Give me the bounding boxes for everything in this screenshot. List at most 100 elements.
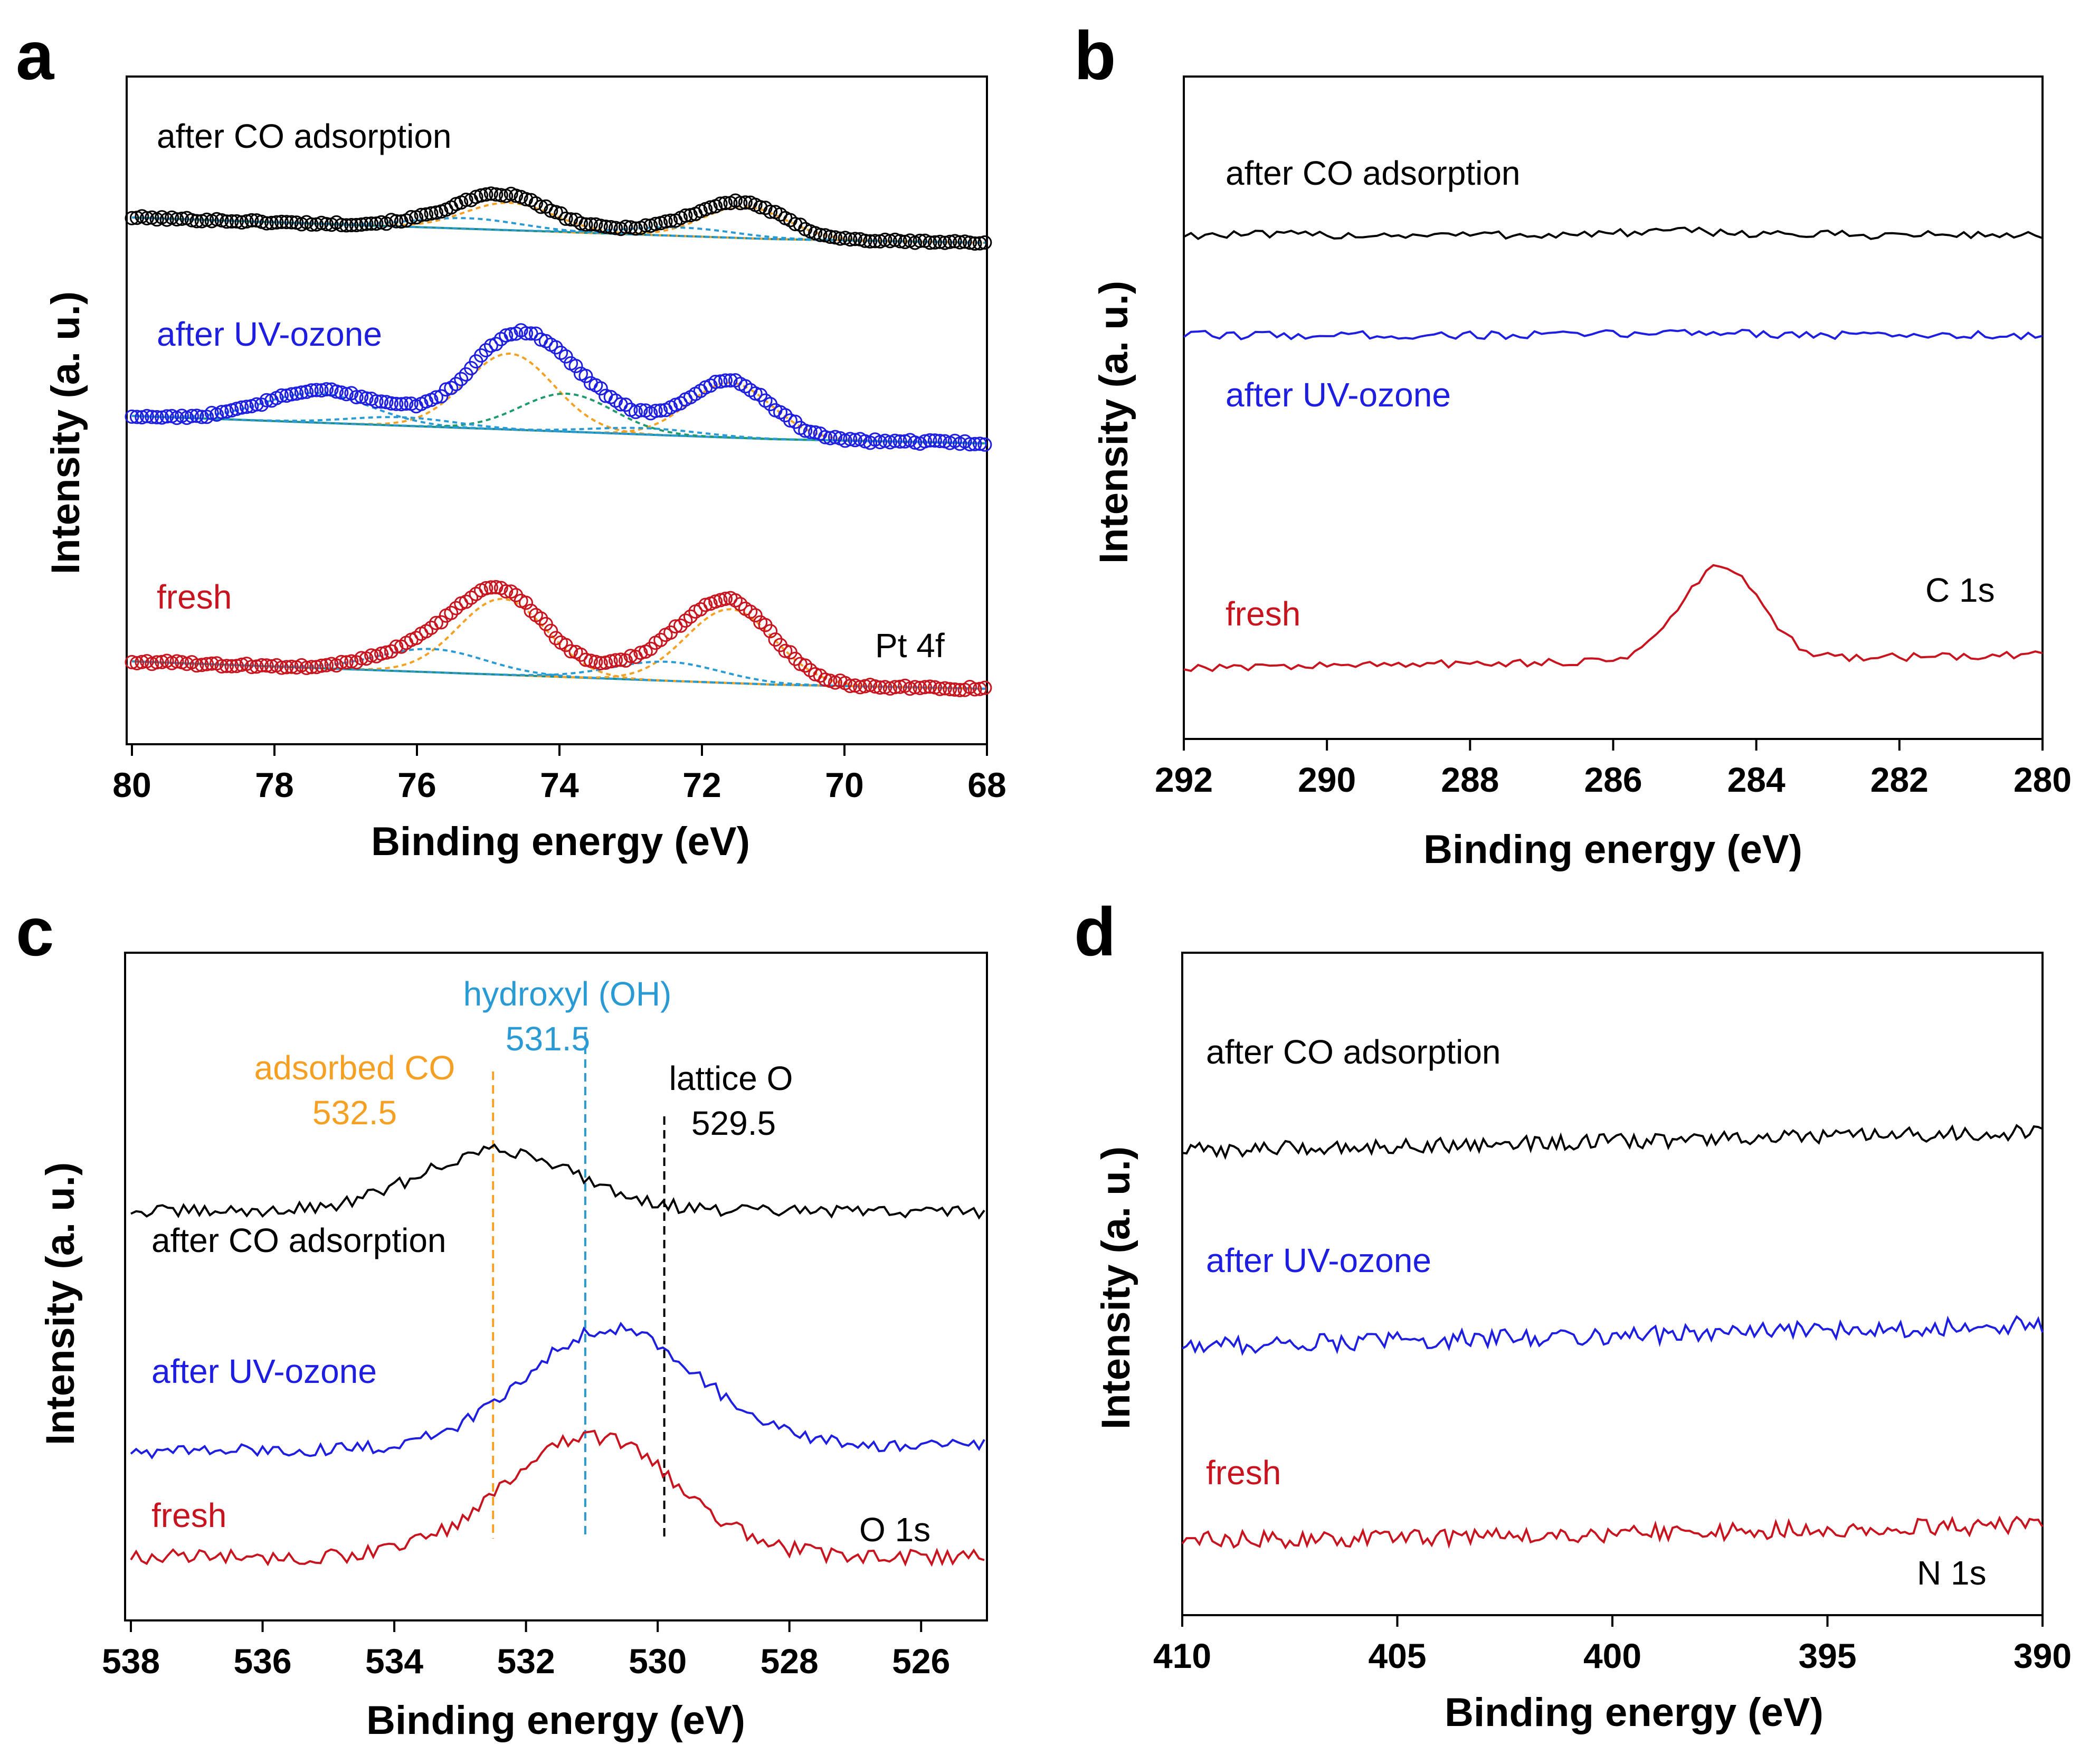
data-point [314, 215, 329, 230]
data-point [214, 659, 229, 674]
fit-component-1-3 [131, 392, 987, 444]
ref-value-hydroxyl: 531.5 [506, 1020, 590, 1058]
data-point [349, 655, 364, 670]
series-label-b-after-co: after CO adsorption [1226, 154, 1521, 192]
data-point [339, 218, 354, 233]
data-point [583, 217, 598, 232]
x-tick-label: 78 [255, 765, 293, 804]
series-label-b-after-uv: after UV-ozone [1226, 376, 1451, 414]
data-point [269, 215, 284, 230]
data-point [254, 397, 269, 412]
data-lines-b [1183, 226, 2043, 672]
data-point [858, 233, 872, 248]
plot-frame-c [124, 952, 988, 1621]
data-point [389, 639, 404, 654]
data-point [853, 680, 868, 695]
data-point [973, 236, 987, 251]
data-point [284, 387, 299, 402]
x-tick-label: 532 [497, 1642, 555, 1681]
data-point [189, 409, 204, 423]
data-point [633, 403, 648, 418]
data-point [259, 393, 274, 407]
data-point [723, 373, 738, 388]
data-point [848, 433, 862, 448]
panel-a-pt4f: a 80 78 76 74 72 70 68 after CO adsorption aft… [16, 17, 1006, 864]
spectrum-line-0 [1183, 226, 2043, 240]
data-point [149, 655, 164, 670]
data-point [429, 205, 443, 220]
data-point [274, 660, 289, 675]
x-tick-label: 410 [1153, 1636, 1211, 1675]
data-point [713, 196, 728, 211]
x-tick-label: 526 [892, 1642, 950, 1681]
data-point [125, 211, 139, 225]
data-point [394, 397, 409, 412]
data-point [918, 434, 932, 449]
data-point [648, 216, 663, 231]
ref-label-hydroxyl: hydroxyl (OH) [463, 975, 672, 1013]
data-point [319, 382, 334, 396]
data-point [279, 215, 294, 230]
data-point [933, 434, 947, 448]
data-point [489, 187, 504, 202]
data-point [129, 410, 144, 424]
series-label-d-fresh: fresh [1206, 1454, 1281, 1492]
data-point [459, 594, 473, 609]
x-ticks-b: 292 290 288 286 284 282 280 [1155, 739, 2072, 799]
series-label-d-after-co: after CO adsorption [1206, 1033, 1501, 1071]
data-point [229, 214, 244, 229]
x-axis-label-d: Binding energy (eV) [1445, 1690, 1823, 1735]
data-point [254, 658, 269, 672]
data-point [139, 211, 154, 225]
data-point [933, 681, 947, 696]
data-point [793, 217, 808, 232]
data-point [648, 404, 663, 418]
annotation-a: Pt 4f [875, 627, 945, 665]
series-label-b-fresh: fresh [1226, 595, 1300, 633]
data-point [359, 391, 374, 406]
data-point [259, 658, 274, 673]
data-point [483, 186, 498, 201]
data-point [957, 234, 972, 249]
data-point [918, 680, 932, 695]
data-point [319, 217, 334, 232]
data-point [534, 200, 548, 214]
data-point [913, 680, 927, 695]
data-point [314, 658, 329, 673]
data-point [344, 218, 359, 232]
series-label-d-after-uv: after UV-ozone [1206, 1241, 1431, 1279]
x-ticks-c: 538 536 534 532 530 528 526 [102, 1620, 950, 1681]
data-point [818, 430, 832, 444]
data-point [499, 328, 514, 343]
data-point [963, 437, 977, 452]
x-axis-label-b: Binding energy (eV) [1423, 827, 1802, 872]
data-point [973, 681, 987, 696]
data-point [913, 233, 927, 248]
data-point [833, 231, 848, 246]
data-point [149, 410, 164, 424]
data-point [459, 193, 473, 207]
data-point [953, 682, 967, 697]
data-point [619, 653, 633, 668]
data-point [718, 196, 733, 211]
data-point [304, 217, 319, 232]
data-point [284, 659, 299, 674]
data-point [593, 219, 608, 233]
data-point [963, 235, 977, 250]
data-point [653, 403, 668, 418]
data-point [200, 657, 214, 671]
data-point [344, 386, 359, 401]
data-point [155, 655, 169, 669]
data-point [474, 188, 488, 203]
series-label-c-fresh: fresh [151, 1496, 226, 1534]
panel-d-n1s: d 410 405 400 395 390 after CO adsorption af… [1074, 893, 2072, 1735]
data-point [937, 235, 952, 250]
data-point [344, 654, 359, 669]
data-point [274, 214, 289, 229]
data-point [389, 214, 404, 229]
data-point [683, 609, 698, 624]
panel-label-c: c [16, 893, 54, 970]
panel-label-b: b [1074, 17, 1116, 94]
data-point [220, 404, 234, 419]
x-tick-label: 282 [1870, 760, 1929, 799]
